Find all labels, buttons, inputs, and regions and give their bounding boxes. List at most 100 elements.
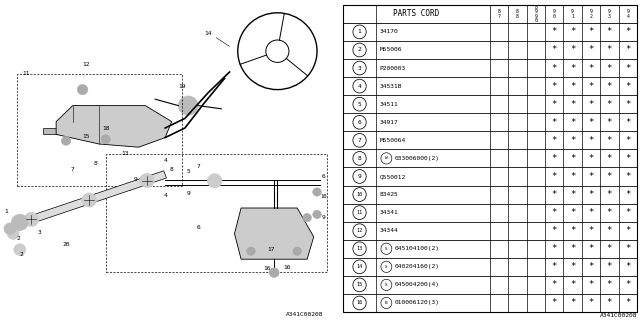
Text: *: *: [588, 118, 594, 127]
Text: *: *: [588, 190, 594, 199]
Text: *: *: [552, 154, 557, 163]
Text: *: *: [570, 82, 575, 91]
Text: *: *: [607, 118, 612, 127]
Text: *: *: [570, 280, 575, 289]
Text: *: *: [552, 28, 557, 36]
Text: *: *: [570, 172, 575, 181]
Circle shape: [313, 210, 321, 219]
Circle shape: [293, 247, 301, 255]
Text: 34917: 34917: [380, 120, 398, 125]
Text: *: *: [588, 226, 594, 235]
Text: *: *: [607, 172, 612, 181]
Text: *: *: [625, 64, 630, 73]
Text: *: *: [570, 208, 575, 217]
Circle shape: [101, 135, 110, 144]
Text: *: *: [552, 64, 557, 73]
Text: 2: 2: [358, 47, 362, 52]
Text: A341C00208: A341C00208: [600, 313, 637, 318]
Text: *: *: [552, 82, 557, 91]
Text: 18: 18: [102, 125, 109, 131]
Text: *: *: [607, 226, 612, 235]
Text: *: *: [552, 118, 557, 127]
Text: *: *: [625, 262, 630, 271]
Text: *: *: [570, 118, 575, 127]
Text: 8: 8: [358, 156, 362, 161]
Text: M550064: M550064: [380, 138, 406, 143]
Text: 8: 8: [170, 167, 173, 172]
Text: 10: 10: [356, 192, 363, 197]
Text: *: *: [552, 262, 557, 271]
Text: *: *: [552, 190, 557, 199]
Text: 7: 7: [358, 138, 362, 143]
Text: *: *: [588, 100, 594, 109]
Polygon shape: [56, 106, 172, 147]
Text: *: *: [570, 136, 575, 145]
Text: 15: 15: [82, 133, 90, 139]
Text: *: *: [625, 190, 630, 199]
Text: 9: 9: [322, 215, 326, 220]
Text: *: *: [625, 299, 630, 308]
Text: PARTS CORD: PARTS CORD: [393, 9, 439, 18]
Text: 010006120(3): 010006120(3): [394, 300, 439, 306]
Text: 34511: 34511: [380, 102, 398, 107]
Text: *: *: [588, 262, 594, 271]
Text: *: *: [552, 299, 557, 308]
Text: 8
7: 8 7: [497, 9, 500, 19]
Text: 34344: 34344: [380, 228, 398, 233]
Text: *: *: [607, 280, 612, 289]
Text: 9
0: 9 0: [553, 9, 556, 19]
Circle shape: [82, 193, 97, 207]
Text: 4: 4: [163, 157, 167, 163]
Text: *: *: [625, 244, 630, 253]
Text: 9
1: 9 1: [571, 9, 574, 19]
Text: *: *: [625, 280, 630, 289]
Text: 9
2: 9 2: [589, 9, 593, 19]
Text: *: *: [625, 118, 630, 127]
Text: *: *: [570, 244, 575, 253]
Text: S: S: [385, 247, 388, 251]
Polygon shape: [43, 128, 165, 134]
Text: *: *: [625, 100, 630, 109]
Text: *: *: [552, 244, 557, 253]
Text: *: *: [570, 28, 575, 36]
Text: P200003: P200003: [380, 66, 406, 70]
Text: 34531B: 34531B: [380, 84, 402, 89]
Text: A341C00208: A341C00208: [286, 312, 324, 317]
Circle shape: [77, 84, 88, 95]
Text: *: *: [552, 136, 557, 145]
Text: *: *: [588, 244, 594, 253]
Circle shape: [269, 268, 279, 277]
Text: 6: 6: [358, 120, 362, 125]
Text: 5: 5: [358, 102, 362, 107]
Circle shape: [246, 247, 255, 255]
Text: 83425: 83425: [380, 192, 398, 197]
Circle shape: [140, 173, 154, 188]
Polygon shape: [234, 208, 314, 259]
Text: 045004200(4): 045004200(4): [394, 282, 439, 287]
Text: *: *: [570, 190, 575, 199]
Text: *: *: [552, 172, 557, 181]
Text: *: *: [570, 64, 575, 73]
Text: *: *: [607, 208, 612, 217]
Text: 7: 7: [196, 164, 200, 169]
Text: *: *: [588, 136, 594, 145]
Text: *: *: [570, 262, 575, 271]
Text: 34341: 34341: [380, 210, 398, 215]
Text: 2: 2: [20, 252, 23, 257]
Text: 4: 4: [163, 193, 167, 198]
Text: 17: 17: [267, 247, 275, 252]
Text: *: *: [588, 28, 594, 36]
Text: *: *: [607, 82, 612, 91]
Text: *: *: [552, 280, 557, 289]
Text: 6: 6: [196, 225, 200, 230]
Text: *: *: [552, 45, 557, 54]
Text: *: *: [588, 299, 594, 308]
Text: 11: 11: [22, 71, 30, 76]
Text: *: *: [607, 45, 612, 54]
Text: 34170: 34170: [380, 29, 398, 35]
Circle shape: [24, 212, 38, 227]
Text: *: *: [570, 45, 575, 54]
Text: *: *: [588, 45, 594, 54]
Text: 12: 12: [356, 228, 363, 233]
Text: 8: 8: [94, 161, 98, 166]
